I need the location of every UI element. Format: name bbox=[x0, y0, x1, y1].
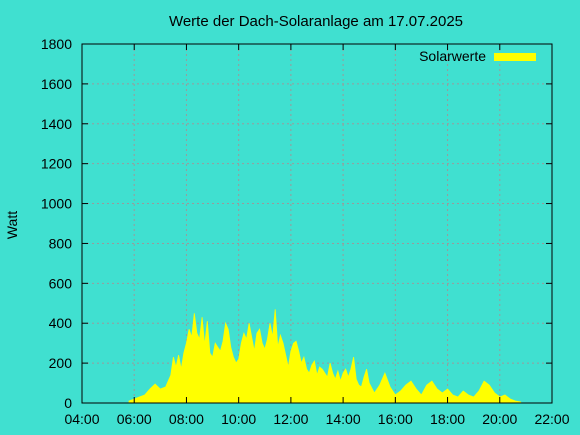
y-tick-label: 1400 bbox=[41, 116, 72, 132]
y-tick-label: 1600 bbox=[41, 76, 72, 92]
x-tick-label: 12:00 bbox=[273, 411, 308, 427]
y-tick-label: 200 bbox=[49, 355, 73, 371]
legend-label: Solarwerte bbox=[419, 48, 486, 64]
x-tick-label: 14:00 bbox=[326, 411, 361, 427]
x-tick-label: 22:00 bbox=[534, 411, 569, 427]
y-tick-label: 800 bbox=[49, 235, 73, 251]
x-tick-label: 16:00 bbox=[378, 411, 413, 427]
x-tick-label: 06:00 bbox=[117, 411, 152, 427]
legend: Solarwerte bbox=[419, 48, 536, 64]
legend-swatch bbox=[494, 53, 536, 61]
plot-area bbox=[128, 309, 522, 404]
y-axis-label: Watt bbox=[4, 211, 20, 239]
x-tick-label: 10:00 bbox=[221, 411, 256, 427]
y-tick-label: 400 bbox=[49, 315, 73, 331]
x-tick-label: 20:00 bbox=[482, 411, 517, 427]
series-area bbox=[128, 309, 522, 404]
y-tick-label: 0 bbox=[64, 395, 72, 411]
chart-title: Werte der Dach-Solaranlage am 17.07.2025 bbox=[169, 13, 463, 30]
y-tick-label: 1000 bbox=[41, 196, 72, 212]
y-tick-label: 600 bbox=[49, 275, 73, 291]
x-tick-label: 04:00 bbox=[64, 411, 99, 427]
y-tick-label: 1800 bbox=[41, 36, 72, 52]
x-tick-label: 18:00 bbox=[430, 411, 465, 427]
y-tick-label: 1200 bbox=[41, 156, 72, 172]
grid bbox=[82, 44, 552, 403]
x-tick-label: 08:00 bbox=[169, 411, 204, 427]
axis-ticks: 0 200 400 600 800 1000 1200 1400 1600 1800 04:00 06… bbox=[41, 36, 570, 427]
plot-frame bbox=[81, 43, 553, 404]
